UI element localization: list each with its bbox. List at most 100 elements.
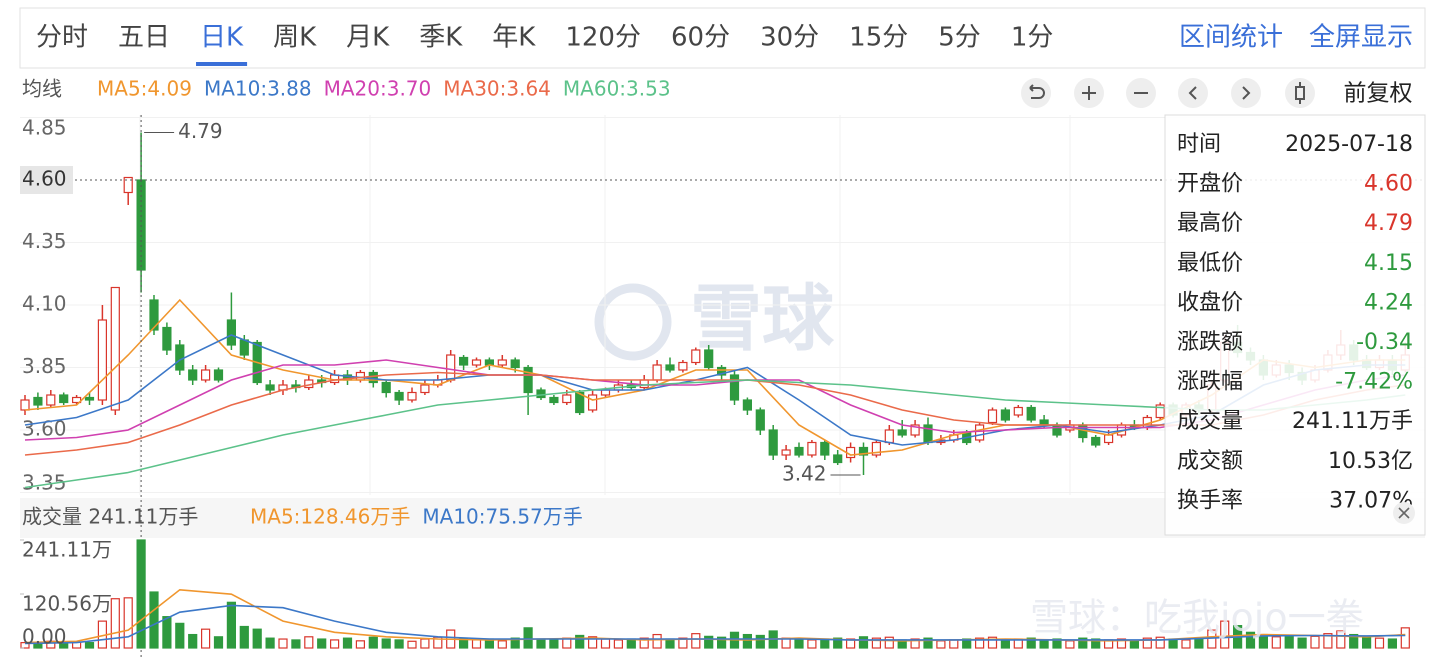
candle-body <box>368 371 378 384</box>
candle-body <box>20 399 30 411</box>
action-link[interactable]: 区间统计 <box>1179 23 1283 53</box>
tab[interactable]: 120分 <box>565 23 641 53</box>
legend-entry: MA30:3.64 <box>443 77 551 101</box>
candle-body <box>884 429 894 444</box>
candle-body <box>704 349 714 369</box>
candle-body <box>1000 409 1011 421</box>
volume-bar <box>1052 638 1062 649</box>
volume-bar <box>1039 639 1049 649</box>
undo-button[interactable] <box>1021 78 1051 108</box>
volume-bar <box>1387 638 1398 649</box>
close-icon <box>1398 507 1410 519</box>
toolbar <box>1021 78 1315 108</box>
candle-body <box>188 369 198 381</box>
candle-body <box>729 374 740 401</box>
info-label: 成交额 <box>1177 449 1243 474</box>
zoom-in-button[interactable] <box>1074 78 1104 108</box>
candle-body <box>871 441 882 456</box>
y-tick-label: 4.10 <box>22 292 67 316</box>
tab[interactable]: 年K <box>492 23 536 53</box>
candle-body <box>820 441 830 456</box>
tab[interactable]: 日K <box>200 23 244 53</box>
volume-bar <box>471 639 482 649</box>
candle-body <box>381 381 391 394</box>
crosshair-label: 4.60 <box>22 167 67 191</box>
volume-bar <box>1245 631 1256 649</box>
candle-body <box>587 394 598 411</box>
volume-bar <box>665 638 675 649</box>
info-value: -0.34 <box>1356 330 1413 355</box>
info-label: 最低价 <box>1177 251 1243 276</box>
adjust-mode[interactable]: 前复权 <box>1344 81 1413 107</box>
candle-body <box>1052 424 1062 436</box>
volume-bar <box>1361 636 1372 649</box>
candle-body <box>97 319 108 401</box>
volume-bar <box>1194 637 1204 649</box>
tab[interactable]: 5分 <box>938 23 981 53</box>
tab[interactable]: 15分 <box>849 23 908 53</box>
candle-type-button[interactable] <box>1285 78 1315 108</box>
candle-body <box>239 339 249 356</box>
volume-bar <box>639 637 649 649</box>
zoom-out-button[interactable] <box>1126 78 1156 108</box>
volume-bar <box>278 638 288 649</box>
candle-body <box>1103 434 1114 444</box>
volume-bar <box>910 638 920 649</box>
tab[interactable]: 分时 <box>36 23 88 53</box>
candle-body <box>46 394 56 406</box>
candle-body <box>84 396 95 401</box>
volume-bar <box>987 636 998 649</box>
volume-bar <box>342 637 353 649</box>
tab-bar <box>19 7 1426 69</box>
candle-body <box>716 366 727 376</box>
volume-bar <box>394 639 404 649</box>
legend-entry: MA60:3.53 <box>563 77 671 101</box>
volume-bar <box>1400 627 1410 649</box>
crosshair-label-bg <box>20 166 73 194</box>
volume-bar <box>252 628 262 649</box>
candle-body <box>1013 406 1023 416</box>
volume-bar <box>213 636 224 649</box>
volume-bar <box>317 638 327 649</box>
watermark-logo <box>594 283 672 361</box>
legend-entry: MA20:3.70 <box>324 77 432 101</box>
info-label: 涨跌额 <box>1177 330 1243 355</box>
tab[interactable]: 1分 <box>1011 23 1054 53</box>
volume-bar <box>136 539 146 649</box>
candle-body <box>1155 404 1165 419</box>
candle-body <box>536 389 546 399</box>
info-label: 最高价 <box>1177 211 1243 236</box>
candle-body <box>807 441 817 456</box>
tab[interactable]: 周K <box>273 23 317 53</box>
tab[interactable]: 月K <box>346 23 390 53</box>
tab[interactable]: 60分 <box>671 23 730 53</box>
volume-bar <box>807 639 817 649</box>
volume-bar <box>510 637 520 649</box>
volume-bar <box>175 622 185 649</box>
tab[interactable]: 季K <box>419 23 463 53</box>
volume-bar <box>613 639 624 649</box>
volume-bar <box>330 639 340 649</box>
volume-bar <box>1142 637 1152 649</box>
info-label: 时间 <box>1177 132 1221 157</box>
tab[interactable]: 30分 <box>760 23 819 53</box>
candle-body <box>355 371 365 381</box>
y-tick-label: 4.35 <box>22 229 67 253</box>
candle-body <box>897 429 907 436</box>
candle-body <box>510 359 520 369</box>
next-button[interactable] <box>1231 78 1261 108</box>
volume-bar <box>1297 637 1307 649</box>
volume-bar <box>1129 640 1140 649</box>
candle-body <box>794 446 804 456</box>
candle-body <box>446 354 456 381</box>
action-link[interactable]: 全屏显示 <box>1309 23 1413 53</box>
volume-bar <box>1336 630 1346 649</box>
legend-entry: MA10:3.88 <box>204 77 312 101</box>
volume-bar <box>974 637 985 649</box>
prev-button[interactable] <box>1178 78 1208 108</box>
tab[interactable]: 五日 <box>118 23 170 53</box>
watermark-user: 雪球：吃我jojo一拳 <box>1030 596 1364 640</box>
volume-bar <box>226 601 236 649</box>
info-value: 2025-07-18 <box>1285 132 1413 157</box>
volume-bar <box>497 640 507 649</box>
